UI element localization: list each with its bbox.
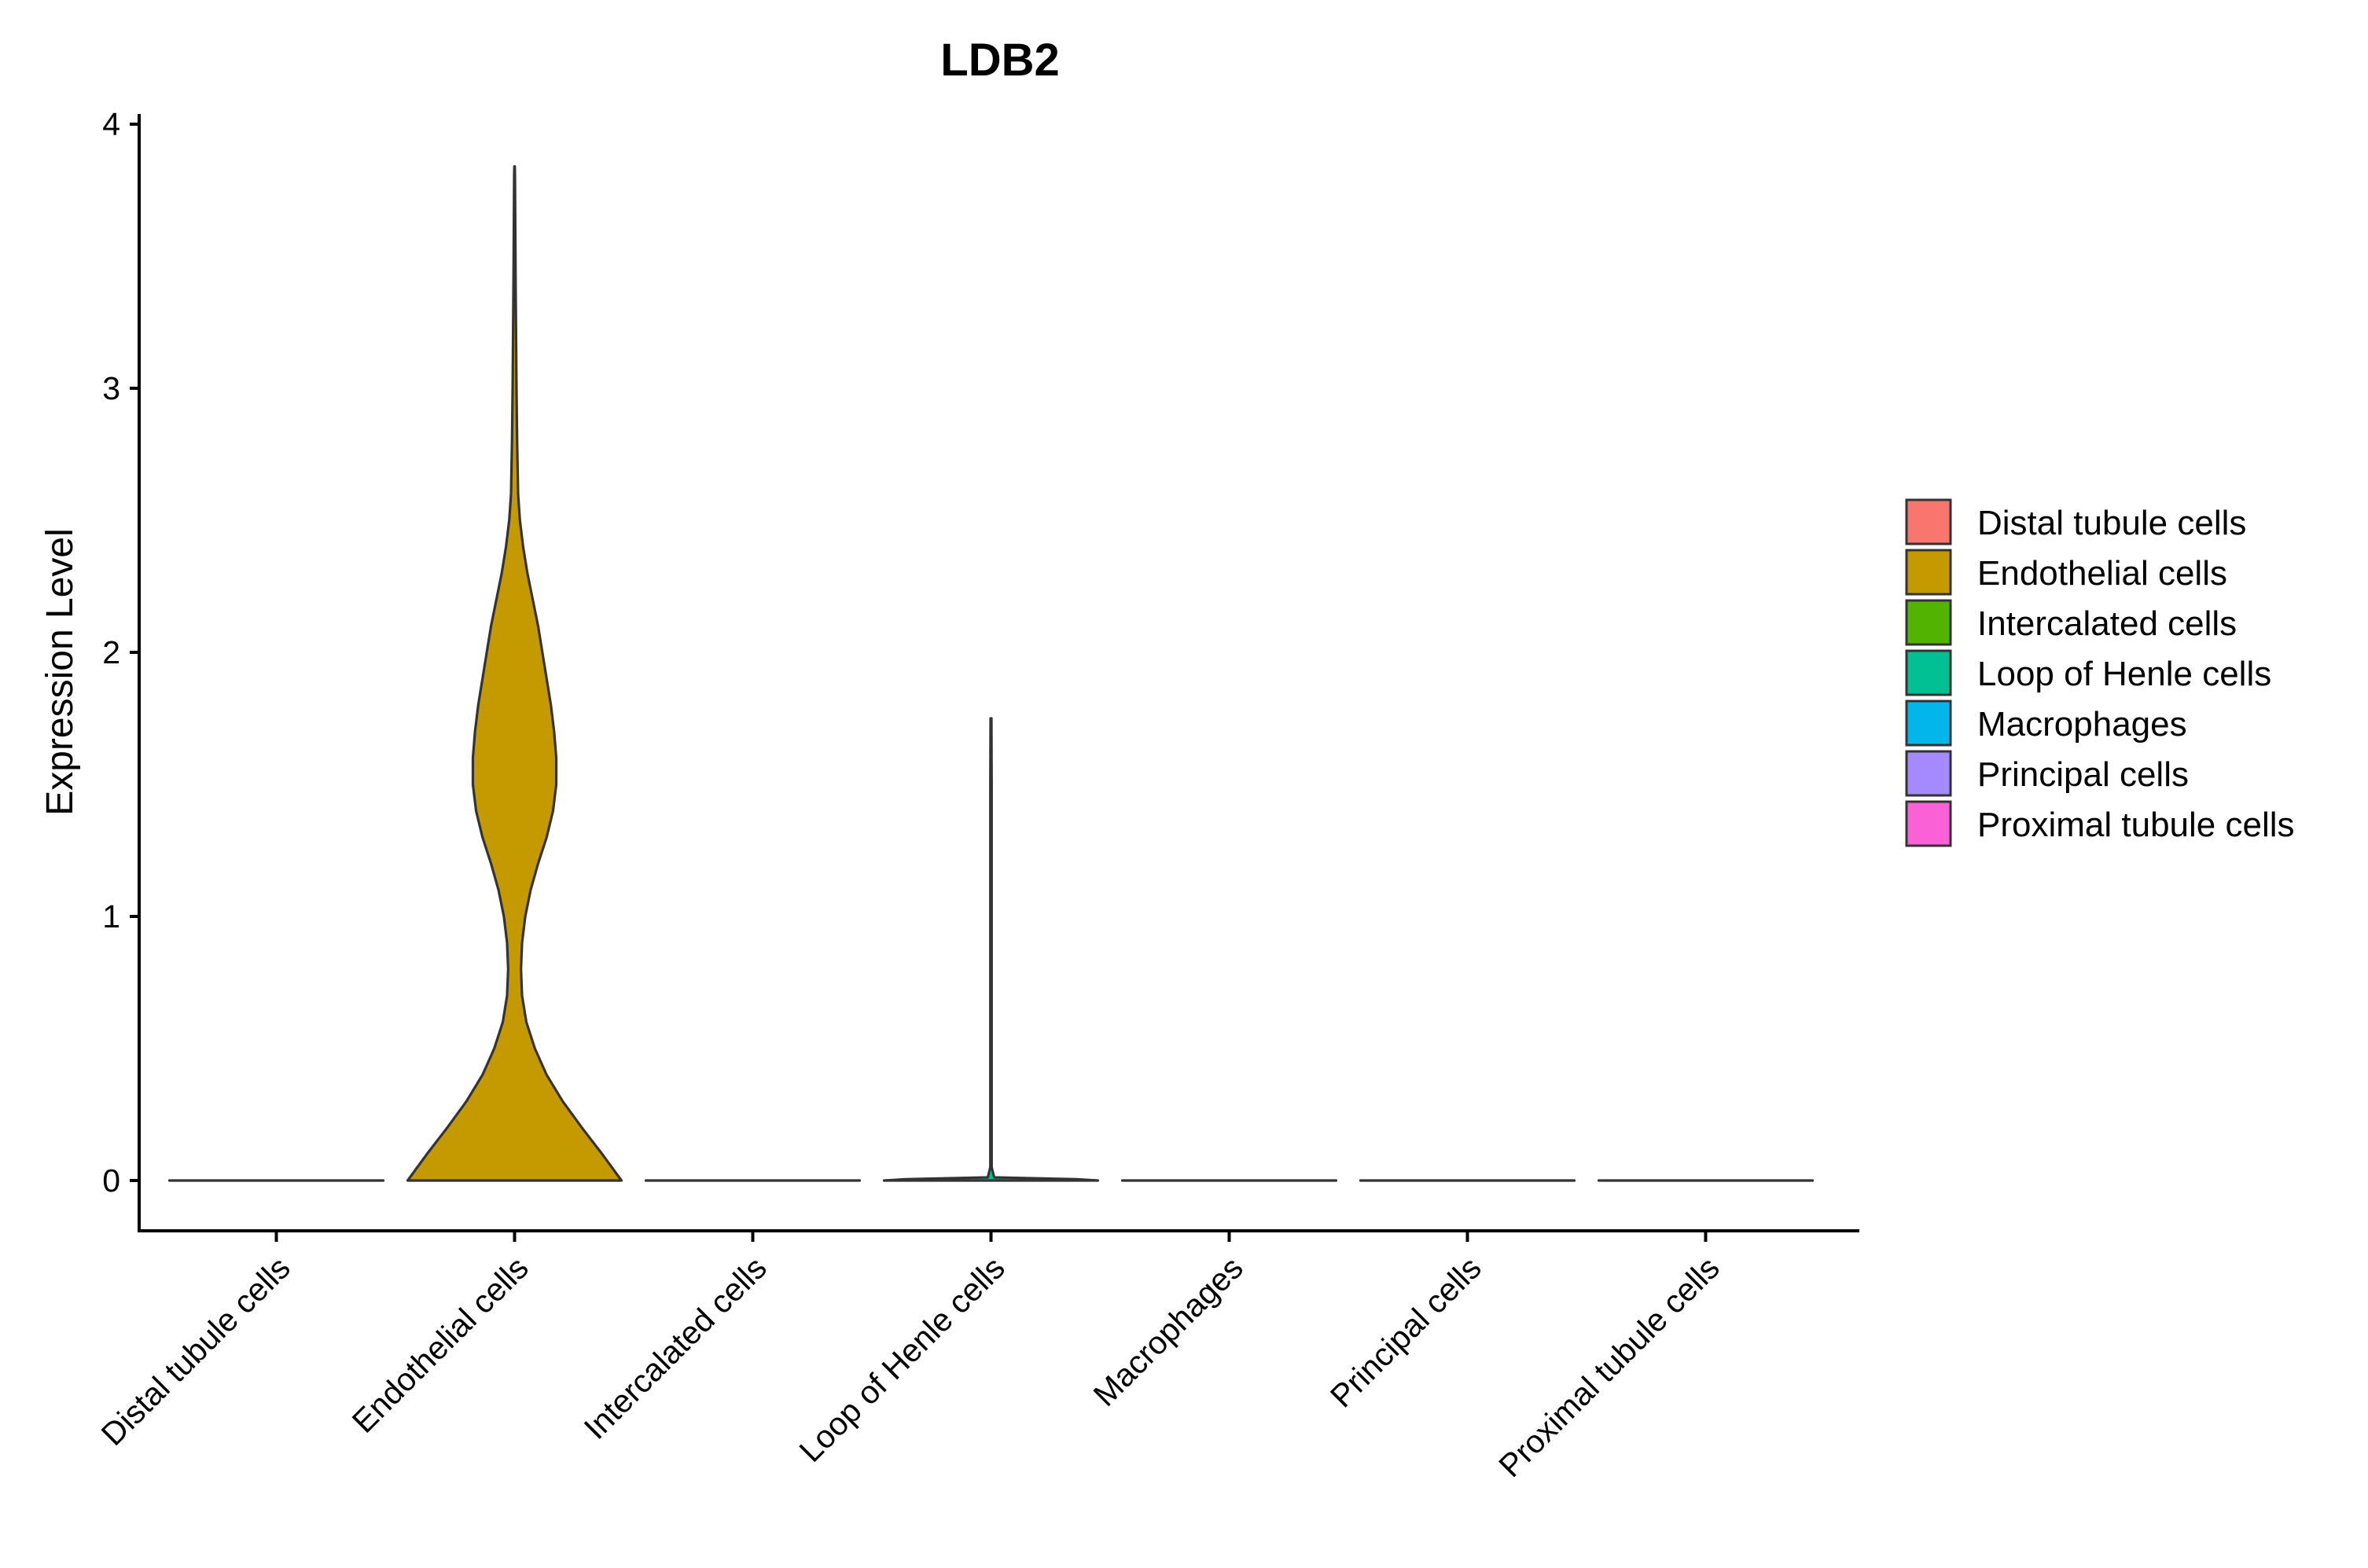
y-tick-label: 3 bbox=[102, 370, 120, 406]
legend-label: Distal tubule cells bbox=[1977, 504, 2246, 542]
violin-layer bbox=[167, 165, 1815, 1182]
legend-label: Intercalated cells bbox=[1977, 604, 2237, 643]
x-tick-label: Distal tubule cells bbox=[94, 1250, 297, 1452]
violin-loop-of-henle-cells bbox=[882, 717, 1100, 1182]
x-tick-label: Loop of Henle cells bbox=[792, 1250, 1012, 1469]
x-tick-label: Intercalated cells bbox=[577, 1250, 774, 1446]
legend-key bbox=[1905, 800, 1952, 847]
legend-label: Principal cells bbox=[1977, 755, 2189, 794]
legend-key bbox=[1905, 750, 1952, 797]
legend: Distal tubule cells Endothelial cells Inte… bbox=[1905, 498, 2295, 847]
x-tick-label: Macrophages bbox=[1087, 1250, 1250, 1413]
y-tick-label: 1 bbox=[102, 898, 120, 935]
legend-label: Loop of Henle cells bbox=[1977, 655, 2271, 693]
y-ticks: 0 1 2 3 4 bbox=[102, 106, 139, 1199]
x-ticks: Distal tubule cells Endothelial cells Inte… bbox=[94, 1231, 1726, 1484]
legend-label: Macrophages bbox=[1977, 705, 2187, 744]
legend-key bbox=[1905, 649, 1952, 696]
legend-key bbox=[1905, 498, 1952, 545]
y-tick-label: 4 bbox=[102, 106, 120, 142]
violin-endothelial-cells bbox=[406, 165, 623, 1182]
y-tick-label: 2 bbox=[102, 634, 120, 670]
y-tick-label: 0 bbox=[102, 1162, 120, 1199]
y-axis-label: Expression Level bbox=[39, 528, 81, 816]
legend-label: Endothelial cells bbox=[1977, 554, 2227, 593]
x-tick-label: Endothelial cells bbox=[345, 1250, 535, 1440]
legend-key bbox=[1905, 599, 1952, 646]
legend-key bbox=[1905, 700, 1952, 747]
x-tick-label: Proximal tubule cells bbox=[1491, 1250, 1726, 1484]
x-tick-label: Principal cells bbox=[1323, 1250, 1488, 1415]
chart-title: LDB2 bbox=[940, 35, 1059, 86]
legend-label: Proximal tubule cells bbox=[1977, 806, 2295, 844]
legend-key bbox=[1905, 549, 1952, 596]
